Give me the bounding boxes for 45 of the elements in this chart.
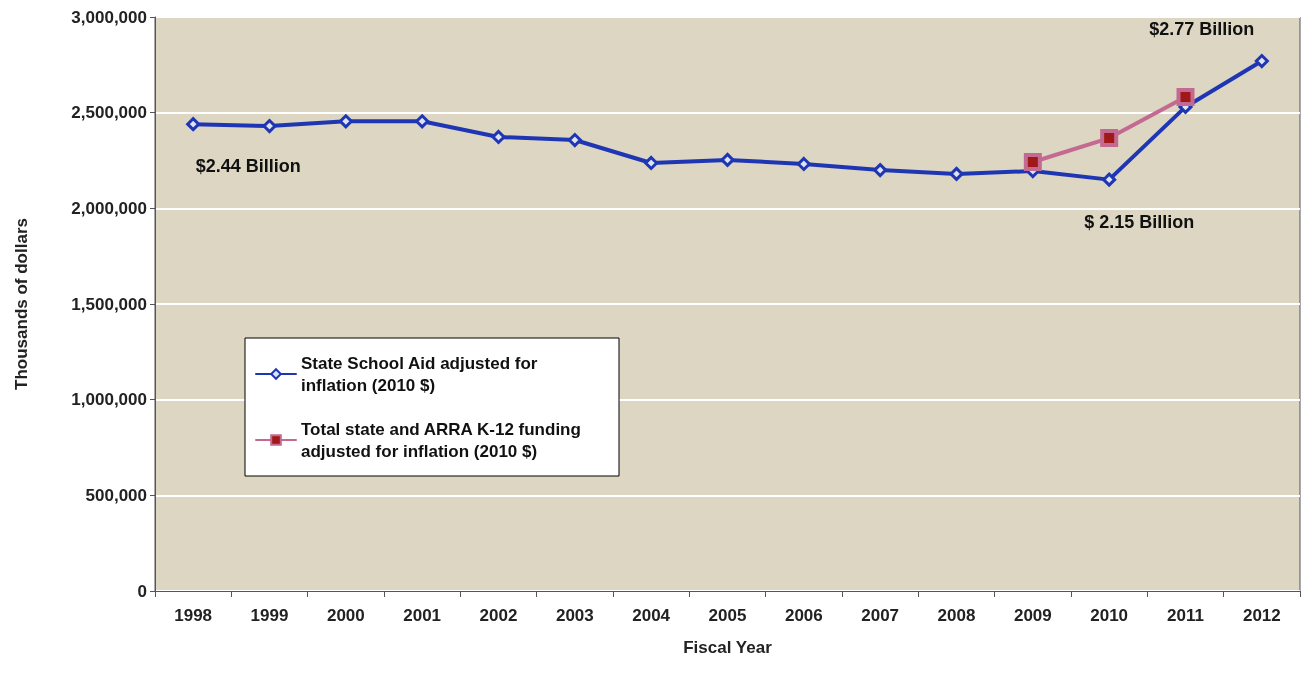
x-tick-label: 2011 <box>1167 606 1204 625</box>
point <box>1102 172 1117 187</box>
point <box>949 166 964 181</box>
x-tick-label: 2000 <box>326 606 365 625</box>
point <box>1254 54 1269 69</box>
legend-label: State School Aid adjusted for inflation (2010 $) <box>301 353 543 395</box>
y-tick-label: 1,500,000 <box>71 294 147 314</box>
point <box>338 114 353 129</box>
point <box>567 133 582 148</box>
point <box>262 119 277 134</box>
annotation: $2.77 Billion <box>1149 19 1255 40</box>
x-tick-label: 2008 <box>937 606 976 625</box>
x-tick-label: 1998 <box>174 606 213 625</box>
y-tick-label: 1,000,000 <box>71 390 147 410</box>
x-tick-label: 2005 <box>708 606 747 625</box>
y-tick-label: 500,000 <box>85 485 147 505</box>
point <box>644 155 659 170</box>
x-tick-label: 2009 <box>1013 606 1052 625</box>
x-axis-title: Fiscal Year <box>683 638 773 657</box>
x-tick-label: 2012 <box>1242 606 1281 625</box>
y-tick-label: 0 <box>137 581 147 601</box>
annotation: $2.44 Billion <box>195 156 301 177</box>
legend-label: Total state and ARRA K-12 funding adjusted for inflation (2010 $) <box>301 419 586 461</box>
point <box>491 129 506 144</box>
point <box>1176 87 1195 106</box>
x-tick-label: 2004 <box>632 606 671 625</box>
point <box>1023 153 1042 172</box>
point <box>1100 129 1119 148</box>
x-tick-label: 2007 <box>861 606 900 625</box>
y-tick-label: 2,500,000 <box>71 103 147 123</box>
point <box>186 117 201 132</box>
x-tick-label: 1999 <box>250 606 289 625</box>
x-tick-label: 2001 <box>403 606 442 625</box>
point <box>415 114 430 129</box>
x-tick-label: 2010 <box>1090 606 1129 625</box>
point <box>720 152 735 167</box>
x-tick-label: 2003 <box>555 606 594 625</box>
x-tick-label: 2002 <box>479 606 518 625</box>
y-axis-title: Thousands of dollars <box>12 218 31 390</box>
point <box>796 156 811 171</box>
x-tick-label: 2006 <box>784 606 823 625</box>
y-tick-label: 2,000,000 <box>71 198 147 218</box>
annotation: $ 2.15 Billion <box>1084 211 1195 232</box>
point <box>873 163 888 178</box>
y-tick-label: 3,000,000 <box>71 7 147 27</box>
